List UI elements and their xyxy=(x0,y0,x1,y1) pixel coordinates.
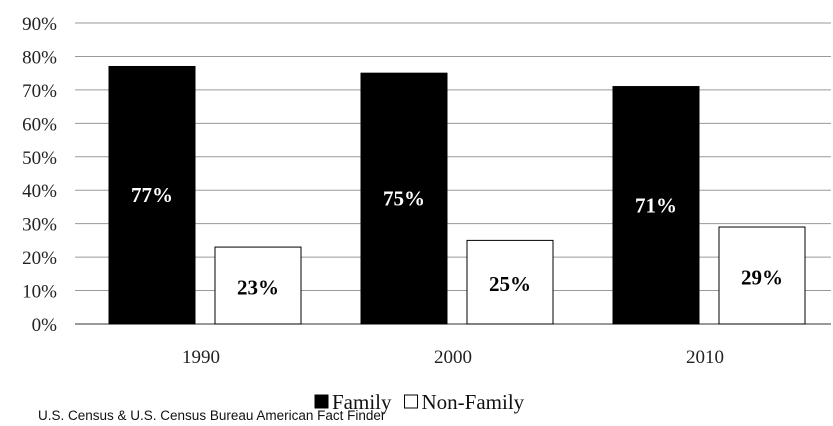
bar-family-2010 xyxy=(612,86,700,325)
data-label-non-family-2000: 25% xyxy=(489,272,531,296)
data-label-non-family-1990: 23% xyxy=(237,276,279,300)
x-tick-label: 2000 xyxy=(434,347,472,368)
y-tick-label: 30% xyxy=(22,215,57,236)
y-tick-label: 50% xyxy=(22,148,57,169)
y-tick-label: 80% xyxy=(22,47,57,68)
legend-swatch-family xyxy=(314,394,329,409)
data-label-family-1990: 77% xyxy=(131,183,173,207)
legend-label-family: Family xyxy=(332,390,392,414)
y-tick-label: 0% xyxy=(32,315,58,336)
y-tick-label: 10% xyxy=(22,282,57,303)
legend-label-non-family: Non-Family xyxy=(422,390,525,414)
source-note: U.S. Census & U.S. Census Bureau America… xyxy=(38,408,386,423)
bar-non-family-2010 xyxy=(718,226,806,325)
data-label-non-family-2010: 29% xyxy=(741,266,783,290)
y-tick-label: 90% xyxy=(22,14,57,35)
data-label-family-2000: 75% xyxy=(383,187,425,211)
bar-non-family-1990 xyxy=(214,246,302,325)
legend-swatch-non-family xyxy=(404,394,419,409)
bar-non-family-2000 xyxy=(466,239,554,325)
x-tick-label: 1990 xyxy=(182,347,220,368)
y-tick-label: 20% xyxy=(22,248,57,269)
gridlines xyxy=(75,22,831,325)
bar-family-2000 xyxy=(360,72,448,325)
x-tick-label: 2010 xyxy=(686,347,724,368)
legend: Family Non-Family xyxy=(314,390,525,414)
y-tick-label: 60% xyxy=(22,114,57,135)
y-axis-ticks: 0% 10% 20% 30% 40% 50% 60% 70% 80% 90% xyxy=(22,14,57,336)
y-tick-label: 40% xyxy=(22,181,57,202)
data-label-family-2010: 71% xyxy=(635,193,677,217)
x-axis-ticks: 1990 2000 2010 xyxy=(182,347,724,368)
bars: 77% 23% 75% 25% 71% 29% xyxy=(108,65,806,325)
bar-family-1990 xyxy=(108,65,196,325)
y-tick-label: 70% xyxy=(22,81,57,102)
